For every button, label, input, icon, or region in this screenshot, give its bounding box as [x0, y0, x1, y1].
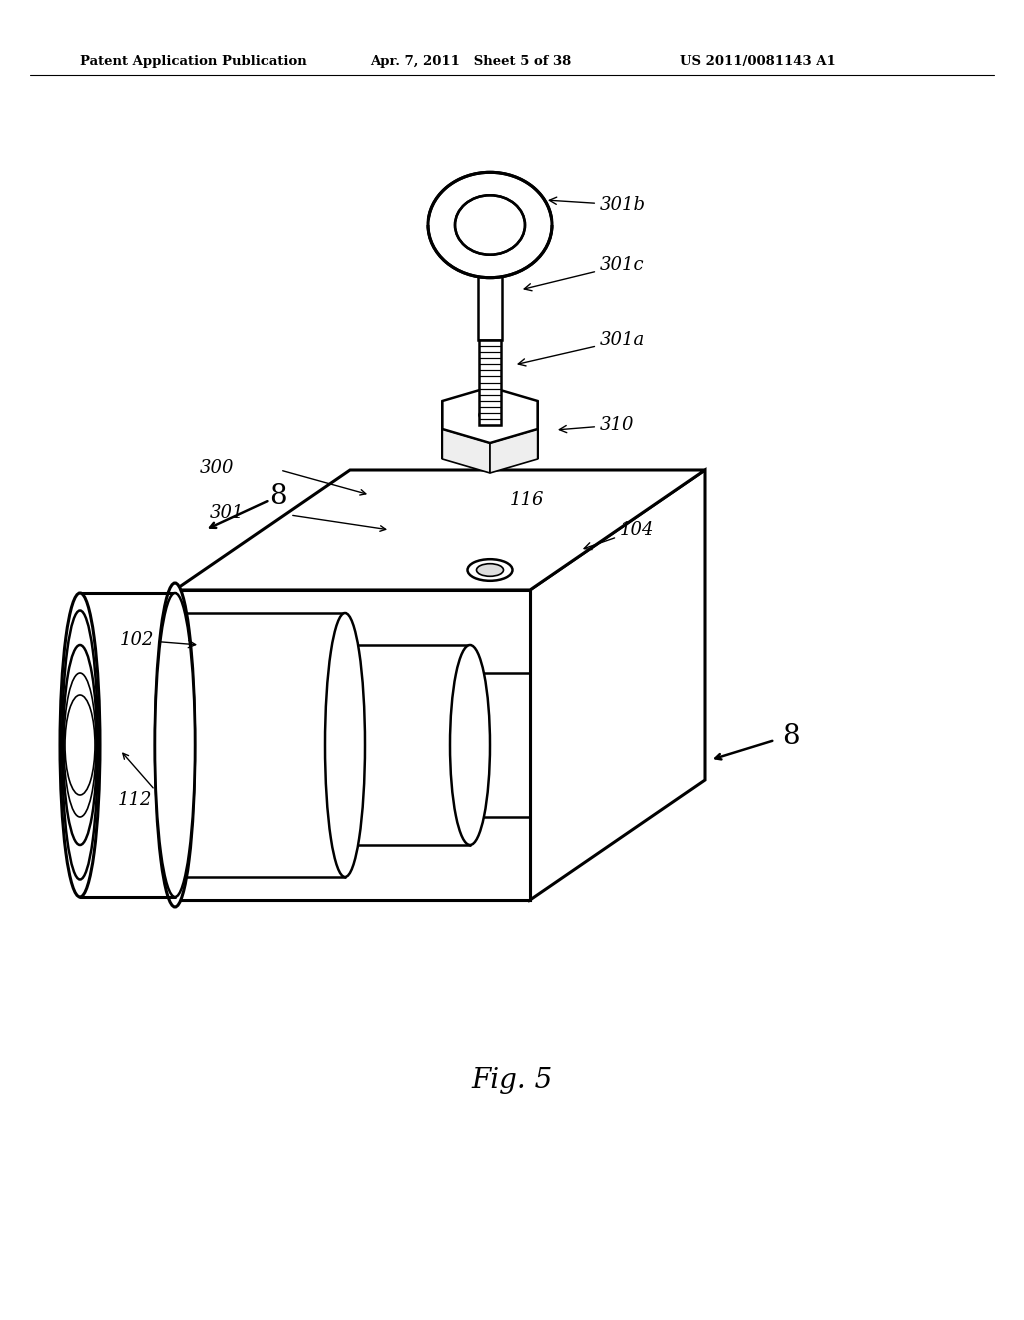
Polygon shape [479, 341, 501, 425]
Ellipse shape [476, 564, 504, 577]
Polygon shape [175, 590, 530, 900]
Polygon shape [490, 429, 538, 473]
Text: 301c: 301c [524, 256, 645, 290]
Ellipse shape [325, 612, 365, 876]
Text: Patent Application Publication: Patent Application Publication [80, 55, 307, 69]
Ellipse shape [60, 593, 100, 898]
Polygon shape [175, 470, 705, 590]
Ellipse shape [479, 409, 501, 421]
Polygon shape [530, 470, 705, 900]
Ellipse shape [155, 583, 195, 907]
Ellipse shape [65, 696, 95, 795]
Text: 112: 112 [118, 791, 153, 809]
Text: 301b: 301b [549, 195, 646, 214]
Ellipse shape [463, 213, 517, 238]
Text: 310: 310 [559, 416, 635, 434]
Text: 8: 8 [782, 722, 800, 750]
Polygon shape [478, 268, 502, 341]
Text: 102: 102 [120, 631, 196, 649]
Text: Fig. 5: Fig. 5 [471, 1067, 553, 1093]
Polygon shape [175, 590, 530, 900]
Text: 116: 116 [510, 491, 545, 510]
Text: US 2011/0081143 A1: US 2011/0081143 A1 [680, 55, 836, 69]
Text: 300: 300 [200, 459, 234, 477]
Ellipse shape [450, 645, 490, 845]
Text: Apr. 7, 2011   Sheet 5 of 38: Apr. 7, 2011 Sheet 5 of 38 [370, 55, 571, 69]
Ellipse shape [155, 593, 195, 898]
Text: 8: 8 [269, 483, 287, 510]
Ellipse shape [455, 195, 525, 255]
Polygon shape [442, 429, 490, 473]
Ellipse shape [483, 411, 497, 418]
Text: 301a: 301a [518, 331, 645, 366]
Ellipse shape [468, 560, 512, 581]
Text: 104: 104 [584, 521, 654, 549]
Polygon shape [442, 387, 538, 444]
Text: 301: 301 [210, 504, 245, 521]
Ellipse shape [428, 173, 552, 277]
